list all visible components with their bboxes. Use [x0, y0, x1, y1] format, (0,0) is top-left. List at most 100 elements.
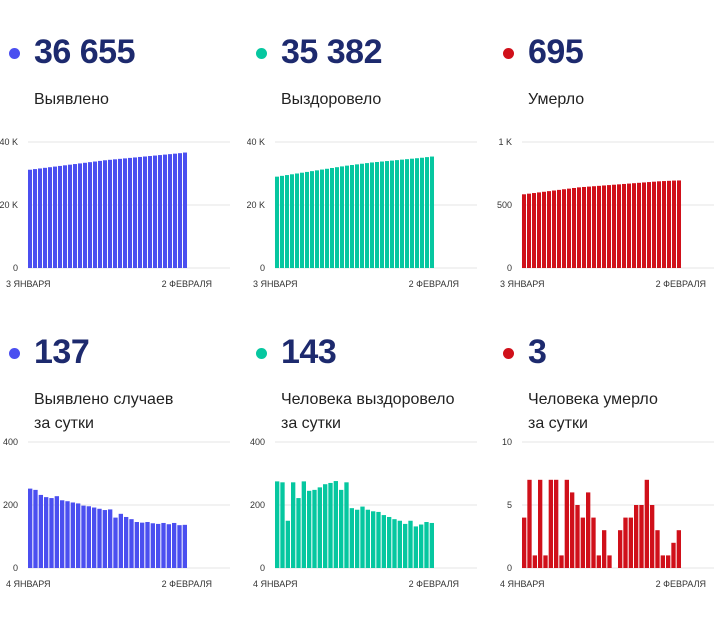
- bar: [430, 156, 434, 268]
- x-end-label: 2 ФЕВРАЛЯ: [162, 579, 212, 589]
- bar: [315, 170, 319, 268]
- bar: [65, 501, 70, 568]
- bar: [166, 524, 171, 568]
- bar: [612, 184, 616, 268]
- bar: [28, 169, 32, 268]
- x-end-label: 2 ФЕВРАЛЯ: [656, 279, 706, 289]
- bar: [582, 186, 586, 268]
- daily-recovered-total: 143: [281, 333, 337, 371]
- y-tick-label: 0: [13, 263, 18, 273]
- bar: [538, 479, 543, 568]
- bar: [350, 165, 354, 268]
- daily-deaths-total: 3: [528, 333, 547, 371]
- daily-detected-chart: 0 200 400 4 ЯНВАРЯ 2 ФЕВРАЛЯ: [3, 437, 230, 589]
- bar: [172, 522, 177, 568]
- bar: [567, 188, 571, 268]
- bar: [365, 509, 370, 568]
- bar: [660, 555, 665, 568]
- bar: [632, 183, 636, 268]
- daily-recovered-card: 143 Человека выздоровело за сутки 0 200 40…: [247, 300, 487, 600]
- label-line-2: за сутки: [34, 415, 94, 432]
- bar: [522, 517, 527, 568]
- bar: [618, 530, 623, 568]
- y-tick-label: 1 K: [498, 137, 512, 147]
- bar: [355, 509, 360, 568]
- bar: [591, 517, 596, 568]
- bar: [285, 520, 290, 568]
- bar: [676, 530, 681, 568]
- bar: [103, 160, 107, 268]
- bar: [163, 154, 167, 268]
- bar: [138, 156, 142, 268]
- bar: [291, 482, 296, 568]
- bar: [81, 505, 86, 568]
- y-tick-label: 0: [13, 563, 18, 573]
- bar: [564, 479, 569, 568]
- y-tick-label: 500: [497, 200, 512, 210]
- deaths-card: 695 Умерло 0 500 1 K 3 ЯНВАРЯ 2 ФЕВРАЛЯ: [494, 0, 721, 300]
- bar: [330, 167, 334, 268]
- bar: [28, 488, 33, 568]
- bar: [677, 180, 681, 268]
- bar: [98, 160, 102, 268]
- y-tick-label: 200: [250, 500, 265, 510]
- bar: [390, 160, 394, 268]
- recovered-label: Выздоровело: [281, 88, 381, 112]
- bar: [522, 194, 526, 268]
- bar: [325, 168, 329, 268]
- detected-chart: 0 20 K 40 K 3 ЯНВАРЯ 2 ФЕВРАЛЯ: [0, 137, 230, 289]
- bar: [178, 153, 182, 268]
- y-tick-label: 40 K: [0, 137, 18, 147]
- label-line-1: Выявлено случаев: [34, 391, 174, 408]
- bar: [108, 159, 112, 268]
- daily-recovered-label: Человека выздоровело за сутки: [281, 388, 454, 436]
- bar: [88, 162, 92, 268]
- bar: [300, 172, 304, 268]
- x-start-label: 4 ЯНВАРЯ: [6, 579, 51, 589]
- bar: [405, 159, 409, 268]
- bar: [333, 481, 338, 568]
- bar: [657, 181, 661, 268]
- bar: [644, 479, 649, 568]
- y-tick-label: 0: [260, 563, 265, 573]
- bar: [425, 157, 429, 268]
- bar: [542, 191, 546, 268]
- bar: [345, 165, 349, 269]
- recovered-card: 35 382 Выздоровело 0 20 K 40 K 3 ЯНВАРЯ 2 ФЕ…: [247, 0, 487, 300]
- bar: [118, 158, 122, 268]
- label-line-1: Умерло: [528, 91, 585, 108]
- daily-deaths-dot: [503, 348, 514, 359]
- bar: [317, 487, 322, 568]
- bar: [652, 181, 656, 268]
- bar: [607, 555, 612, 568]
- x-start-label: 3 ЯНВАРЯ: [500, 279, 545, 289]
- bar: [335, 167, 339, 268]
- bar: [295, 173, 299, 268]
- bar: [392, 519, 397, 568]
- recovered-chart: 0 20 K 40 K 3 ЯНВАРЯ 2 ФЕВРАЛЯ: [247, 137, 477, 289]
- bar: [296, 498, 301, 568]
- bar: [275, 176, 279, 268]
- y-tick-label: 400: [250, 437, 265, 447]
- bar: [634, 505, 639, 568]
- bar: [38, 168, 42, 268]
- bar: [113, 517, 118, 568]
- bar: [33, 489, 38, 568]
- bar: [532, 555, 537, 568]
- bar: [408, 520, 413, 568]
- bar: [43, 167, 47, 268]
- bar: [400, 159, 404, 268]
- daily-detected-total: 137: [34, 333, 90, 371]
- bar: [145, 522, 150, 568]
- y-tick-label: 5: [507, 500, 512, 510]
- bar: [320, 169, 324, 268]
- bar: [547, 191, 551, 268]
- bar: [543, 555, 548, 568]
- bar: [667, 180, 671, 268]
- bar: [124, 516, 129, 568]
- y-tick-label: 0: [507, 563, 512, 573]
- detected-dot: [9, 48, 20, 59]
- daily-deaths-label: Человека умерло за сутки: [528, 388, 658, 436]
- deaths-dot: [503, 48, 514, 59]
- bar: [68, 164, 72, 268]
